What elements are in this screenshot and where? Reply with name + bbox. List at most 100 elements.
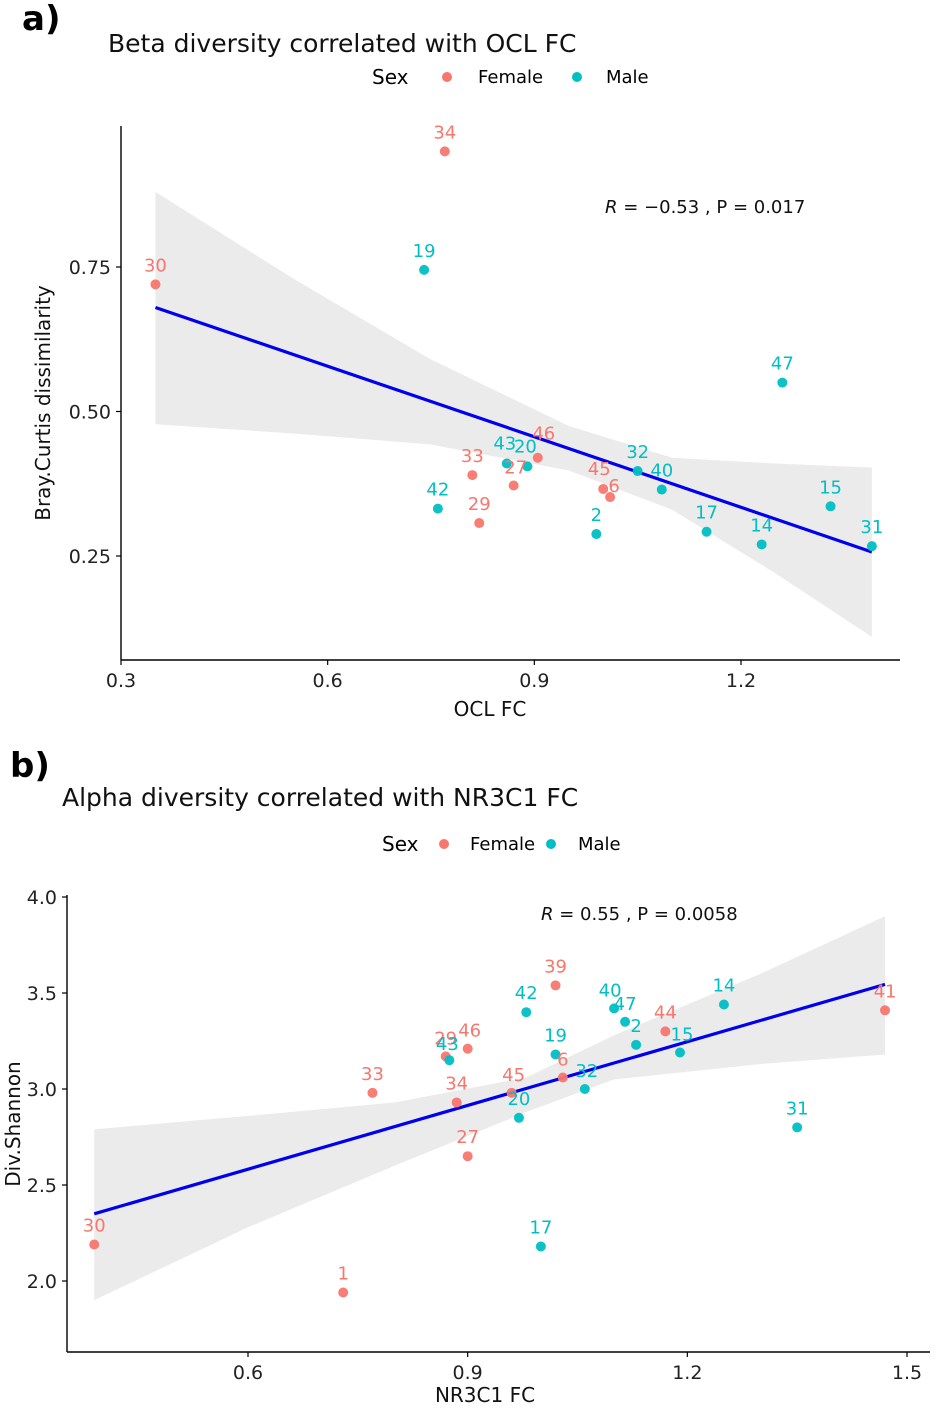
data-point-label: 46 — [458, 1021, 481, 1042]
data-point-label: 42 — [426, 480, 449, 501]
data-point-label: 29 — [434, 1028, 457, 1049]
y-tick-label: 2.5 — [27, 1175, 57, 1197]
data-point — [825, 501, 836, 512]
panel-letter: a) — [22, 0, 60, 39]
data-point-label: 1 — [337, 1264, 348, 1285]
legend-swatch-male — [546, 839, 556, 849]
data-point — [866, 541, 877, 552]
data-point — [557, 1072, 568, 1083]
data-point-label: 31 — [860, 517, 883, 538]
data-point — [880, 1005, 891, 1016]
data-point-label: 14 — [712, 976, 735, 997]
data-point — [501, 458, 512, 469]
data-point-label: 47 — [614, 994, 637, 1015]
data-point-label: 2 — [630, 1016, 641, 1037]
data-point — [675, 1047, 686, 1058]
data-point — [338, 1287, 349, 1298]
stat-r-symbol: R — [541, 904, 554, 925]
data-point-label: 19 — [413, 241, 436, 262]
data-point-label: 39 — [544, 956, 567, 977]
data-point — [605, 492, 616, 503]
data-point — [550, 1049, 561, 1060]
x-tick-label: 0.3 — [106, 670, 136, 692]
data-point-label: 46 — [532, 424, 555, 445]
data-point-label: 45 — [502, 1065, 525, 1086]
data-point — [89, 1239, 100, 1250]
data-point-label: 29 — [468, 494, 491, 515]
legend-swatch-male — [572, 72, 582, 82]
data-point-label: 47 — [771, 354, 794, 375]
data-point — [718, 999, 729, 1010]
x-axis-title: NR3C1 FC — [435, 1383, 535, 1407]
data-point-label: 20 — [507, 1089, 530, 1110]
data-point — [521, 1007, 532, 1018]
legend-swatch-female — [442, 72, 452, 82]
data-point-label: 32 — [575, 1061, 598, 1082]
x-tick-label: 0.9 — [519, 670, 549, 692]
data-point-label: 15 — [819, 477, 842, 498]
data-point — [532, 452, 543, 463]
y-tick-label: 3.0 — [27, 1079, 57, 1101]
data-point-label: 15 — [671, 1025, 694, 1046]
data-point — [598, 483, 609, 494]
data-point — [467, 470, 478, 481]
data-point-label: 14 — [750, 515, 773, 536]
data-point-label: 34 — [433, 122, 456, 143]
legend-title: Sex — [372, 65, 409, 89]
data-point — [150, 279, 161, 290]
data-point — [756, 539, 767, 550]
x-tick-label: 1.5 — [892, 1362, 922, 1384]
data-point-label: 27 — [504, 457, 527, 478]
data-point-label: 42 — [515, 983, 538, 1004]
y-tick-label: 4.0 — [27, 887, 57, 909]
correlation-stat: R = 0.55 , P = 0.0058 — [541, 904, 738, 925]
data-point — [777, 377, 788, 388]
y-axis-title: Div.Shannon — [1, 1061, 25, 1187]
legend: Sex Female Male — [382, 832, 621, 856]
legend-label-female: Female — [470, 834, 535, 855]
data-point — [506, 1087, 517, 1098]
data-point-label: 27 — [456, 1127, 479, 1148]
data-point — [579, 1084, 590, 1094]
data-point — [550, 980, 561, 991]
chart-panel-a: a) Beta diversity correlated with OCL FC S… — [22, 0, 900, 721]
data-point-label: 6 — [608, 476, 619, 497]
data-point — [522, 461, 533, 472]
regression-line — [93, 982, 886, 1216]
y-tick-label: 3.5 — [27, 983, 57, 1005]
data-point-label: 33 — [461, 446, 484, 467]
data-point-label: 20 — [514, 436, 537, 457]
data-point-label: 44 — [654, 1002, 677, 1023]
data-point-label: 41 — [874, 981, 897, 1002]
data-point-label: 43 — [436, 1034, 459, 1055]
data-point — [591, 529, 602, 540]
data-point-label: 32 — [626, 442, 649, 463]
data-point — [462, 1043, 473, 1054]
legend-label-male: Male — [606, 67, 649, 88]
data-point-label: 30 — [144, 255, 167, 276]
chart-title: Beta diversity correlated with OCL FC — [108, 29, 576, 58]
data-point — [631, 1039, 642, 1050]
data-point-label: 40 — [599, 980, 622, 1001]
legend-swatch-female — [439, 839, 449, 849]
stat-r-symbol: R — [605, 197, 618, 218]
data-point — [444, 1055, 455, 1066]
data-point-label: 19 — [544, 1025, 567, 1046]
legend: Sex Female Male — [372, 65, 649, 89]
x-tick-label: 1.2 — [672, 1362, 702, 1384]
data-point-label: 2 — [591, 505, 602, 526]
panel-letter: b) — [10, 746, 50, 786]
y-tick-label: 0.25 — [69, 546, 111, 568]
chart-title: Alpha diversity correlated with NR3C1 FC — [62, 783, 578, 812]
y-tick-label: 2.0 — [27, 1271, 57, 1293]
data-point — [451, 1097, 462, 1108]
x-axis-title: OCL FC — [454, 697, 527, 721]
legend-label-female: Female — [478, 67, 543, 88]
data-point — [432, 503, 443, 514]
data-point-label: 17 — [695, 503, 718, 524]
stat-values: = 0.55 , P = 0.0058 — [554, 904, 738, 925]
x-tick-label: 0.6 — [233, 1362, 263, 1384]
data-point — [508, 480, 519, 491]
legend-title: Sex — [382, 832, 419, 856]
